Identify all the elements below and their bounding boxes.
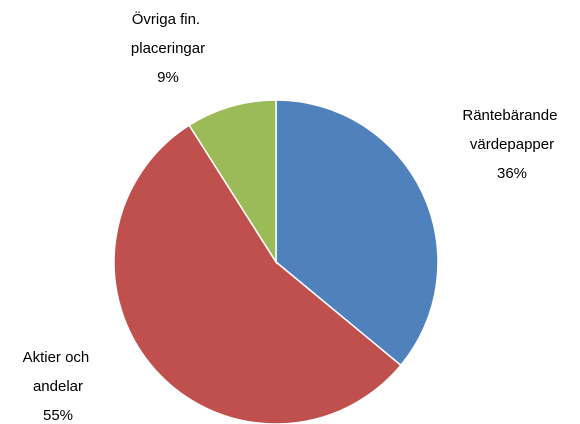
slice-label: Räntebärande värdepapper bbox=[462, 107, 561, 153]
slice-label: Övriga fin. placeringar bbox=[131, 10, 205, 57]
pie-slice bbox=[113, 124, 402, 424]
pie-slice bbox=[275, 99, 439, 367]
pie-slice bbox=[188, 99, 277, 265]
slice-value-label: 9% bbox=[157, 69, 179, 86]
slice-value-label: 55% bbox=[43, 407, 73, 424]
slice-label: Aktier och andelar bbox=[23, 349, 94, 395]
slice-value-label: 36% bbox=[497, 165, 527, 182]
